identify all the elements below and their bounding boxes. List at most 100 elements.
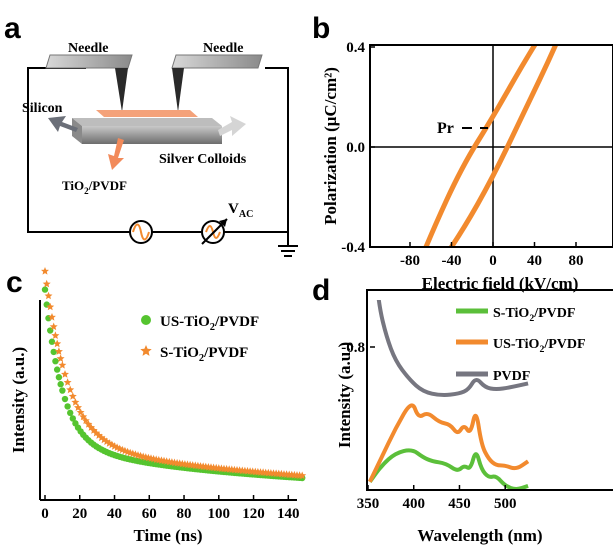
d-plot-frame — [366, 289, 613, 491]
b-xtick-label: 0 — [489, 253, 497, 269]
c-marker-s — [54, 347, 63, 355]
d-xtick-label: 400 — [402, 496, 425, 512]
c-marker-s — [92, 428, 101, 437]
c-marker-s — [74, 403, 82, 411]
b-ytick-label: -0.8 — [341, 340, 365, 356]
panel-label-d: d — [312, 274, 330, 307]
c-marker-us — [48, 338, 56, 345]
ac-source-icon — [129, 220, 153, 244]
c-marker-s — [298, 471, 307, 480]
c-xtick-label: 20 — [72, 506, 87, 522]
c-marker-us — [64, 403, 71, 410]
c-marker-us — [69, 415, 77, 422]
film-layer — [96, 110, 198, 117]
c-marker-s — [58, 361, 67, 369]
panel-label-b: b — [312, 12, 330, 45]
needle-left-label: Needle — [68, 41, 108, 56]
silicon-arrow — [48, 116, 78, 132]
c-marker-us — [41, 286, 49, 293]
c-marker-s — [66, 385, 75, 394]
d-xtick-label: 500 — [494, 496, 517, 512]
c-xtick-label: 100 — [208, 506, 231, 522]
film-arrow — [108, 138, 124, 170]
c-y-axis-label: Intensity (a.u.) — [9, 347, 28, 453]
c-marker-s — [42, 279, 51, 288]
b-plot-frame — [369, 44, 613, 248]
b-x-axis-label: Electric field (kV/cm) — [422, 274, 579, 293]
b-ytick-label: -0.4 — [341, 240, 365, 256]
c-marker-us — [61, 395, 69, 403]
c-marker-us — [67, 409, 74, 417]
film-label: TiO2/PVDF — [62, 178, 127, 196]
c-legend-label-us: US-TiO2/PVDF — [160, 314, 259, 333]
c-legend-marker-us — [141, 315, 151, 325]
c-marker-s — [63, 378, 72, 386]
c-xtick-label: 0 — [41, 506, 49, 522]
panel-a-schematic: a VAC Needle — [4, 12, 298, 257]
c-marker-s — [49, 322, 58, 331]
c-xtick-label: 40 — [107, 506, 122, 522]
d-series-line-1 — [368, 403, 530, 483]
variable-source-icon — [201, 218, 228, 245]
c-marker-s — [46, 302, 55, 311]
c-marker-us — [57, 381, 64, 388]
c-marker-s — [51, 331, 60, 339]
b-ytick-label: 0.0 — [346, 140, 365, 156]
c-marker-us — [52, 357, 59, 365]
c-marker-s — [94, 431, 103, 439]
c-marker-us — [50, 348, 57, 356]
c-marker-us — [59, 387, 66, 394]
b-loop-lower-branch — [448, 45, 559, 247]
d-xtick-label: 450 — [448, 496, 471, 512]
vac-label: VAC — [228, 201, 253, 220]
c-marker-s — [53, 339, 62, 348]
c-marker-s — [71, 398, 80, 406]
c-x-axis-label: Time (ns) — [133, 526, 202, 545]
b-xtick-label: -80 — [400, 253, 420, 269]
c-xtick-label: 80 — [177, 506, 192, 522]
colloid-arrow — [218, 116, 246, 136]
d-xtick-label: 350 — [357, 496, 380, 512]
d-series-line-2 — [376, 300, 529, 398]
b-annotation-pr: Pr — [437, 120, 454, 137]
c-marker-us — [53, 366, 61, 373]
silicon-substrate — [72, 118, 222, 144]
b-loop-upper-branch — [423, 45, 538, 247]
c-marker-us — [55, 374, 63, 381]
needle-right-label: Needle — [203, 41, 243, 56]
panel-c-chart: c 0 20 40 60 80 100 120 140 Time (ns) Intensity (… — [6, 266, 307, 545]
silicon-label: Silicon — [22, 101, 63, 116]
ground-icon — [278, 232, 298, 257]
c-xtick-label: 140 — [277, 506, 300, 522]
c-marker-s — [76, 408, 85, 416]
circuit-wire — [27, 67, 289, 233]
panel-label-c: c — [6, 266, 23, 299]
panel-label-a: a — [4, 12, 21, 45]
b-ytick-label: 0.4 — [346, 40, 365, 56]
c-marker-s — [44, 291, 53, 300]
b-xtick-label: 40 — [527, 253, 542, 269]
c-legend-marker-s — [140, 345, 152, 356]
c-marker-s — [48, 313, 56, 321]
c-marker-s — [61, 370, 69, 378]
needle-left — [45, 54, 133, 112]
panel-d-chart: d 350 400 450 500 Wavelength (nm) Intensity (… — [312, 274, 613, 545]
c-xtick-label: 60 — [142, 506, 157, 522]
d-x-axis-label: Wavelength (nm) — [417, 526, 542, 545]
b-xtick-label: 80 — [569, 253, 584, 269]
d-legend-label-0: S-TiO2/PVDF — [493, 306, 575, 324]
c-marker-s — [68, 392, 77, 400]
d-legend-label-1: US-TiO2/PVDF — [493, 337, 586, 355]
b-xtick-label: -40 — [442, 253, 462, 269]
c-xtick-label: 120 — [242, 506, 265, 522]
silver-colloids-label: Silver Colloids — [159, 152, 247, 167]
needle-right — [171, 54, 263, 112]
c-marker-s — [41, 267, 49, 275]
b-y-axis-label: Polarization (μC/cm²) — [321, 67, 340, 225]
d-series-line-0 — [368, 448, 529, 490]
c-legend-label-s: S-TiO2/PVDF — [160, 345, 248, 364]
d-legend-label-2: PVDF — [493, 369, 530, 384]
d-y-axis-label: Intensity (a.u.) — [335, 342, 354, 448]
